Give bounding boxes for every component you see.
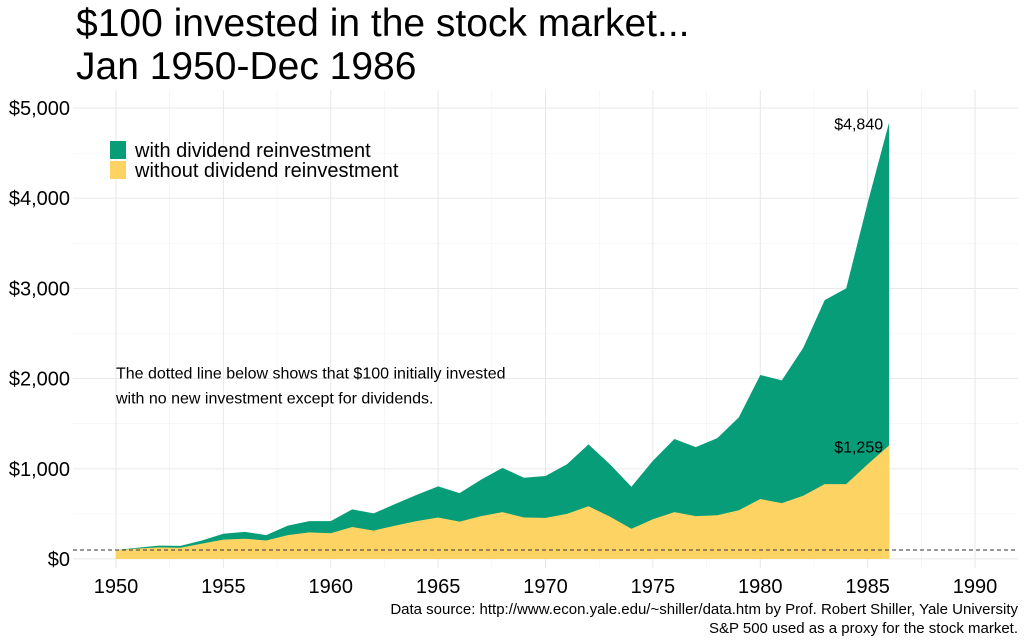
legend-swatch <box>110 161 126 179</box>
y-tick-label: $3,000 <box>9 278 70 300</box>
annotation-line: The dotted line below shows that $100 in… <box>116 366 506 383</box>
chart-title-line-2: Jan 1950-Dec 1986 <box>76 45 417 88</box>
areas <box>115 122 890 559</box>
caption-line-1: Data source: http://www.econ.yale.edu/~s… <box>390 601 1018 618</box>
x-tick-label: 1970 <box>523 576 568 598</box>
x-tick-label: 1950 <box>94 576 139 598</box>
y-tick-label: $2,000 <box>9 369 70 391</box>
x-tick-label: 1990 <box>953 576 998 598</box>
area-series-2 <box>115 445 890 559</box>
x-tick-label: 1975 <box>631 576 676 598</box>
data-source-caption: Data source: http://www.econ.yale.edu/~s… <box>390 600 1018 638</box>
y-tick-label: $1,000 <box>9 459 70 481</box>
x-tick-label: 1955 <box>201 576 246 598</box>
x-tick-label: 1985 <box>845 576 890 598</box>
caption-line-2: S&P 500 used as a proxy for the stock ma… <box>708 620 1018 637</box>
x-tick-label: 1965 <box>416 576 461 598</box>
axes: 1950 1955 1960 1965 1970 1975 1980 1985 1990 $0 $1… <box>9 98 997 598</box>
y-tick-label: $0 <box>48 549 70 571</box>
x-tick-label: 1960 <box>308 576 353 598</box>
legend-label: with dividend reinvestment <box>134 140 371 162</box>
area-series-1 <box>115 122 890 559</box>
legend-label: without dividend reinvestment <box>134 160 399 182</box>
labels: $4,840 $1,259 The dotted line below shows … <box>115 116 883 456</box>
end-value-label: $1,259 <box>834 439 883 456</box>
annotation-line: with no new investment except for divide… <box>115 391 434 408</box>
x-tick-label: 1980 <box>738 576 783 598</box>
end-value-label: $4,840 <box>834 116 883 133</box>
chart-title-line-1: $100 invested in the stock market... <box>76 2 690 45</box>
chart-title: $100 invested in the stock market... Jan… <box>76 2 690 88</box>
y-tick-label: $5,000 <box>9 98 70 120</box>
y-tick-label: $4,000 <box>9 188 70 210</box>
legend-swatch <box>110 141 126 159</box>
